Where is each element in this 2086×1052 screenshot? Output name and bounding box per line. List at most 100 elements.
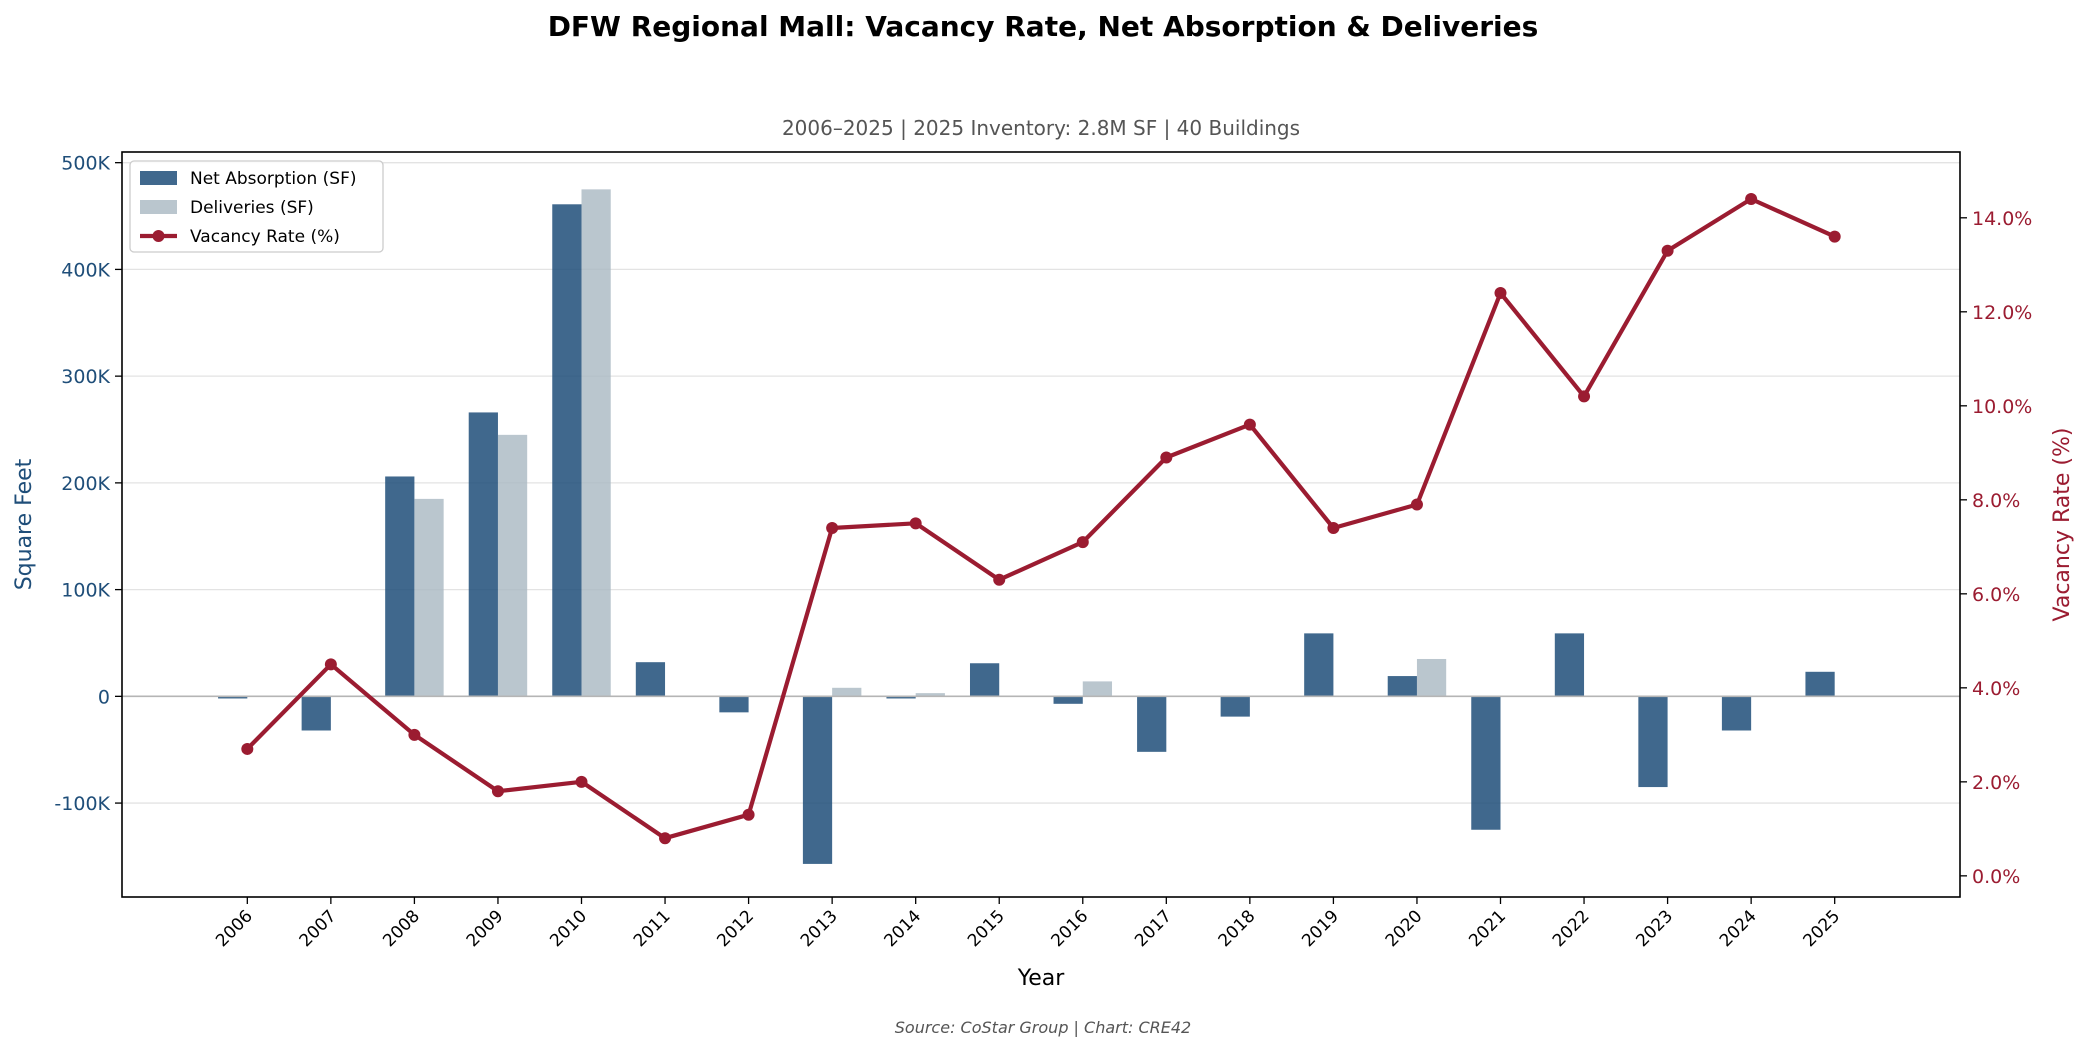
legend-label: Deliveries (SF) <box>190 198 314 218</box>
x-tick-label: 2012 <box>713 906 758 951</box>
vacancy-point <box>1243 418 1256 431</box>
vacancy-point <box>1745 193 1758 206</box>
vacancy-point <box>491 785 504 798</box>
grid-lines <box>122 162 1960 804</box>
y2-tick-label: 14.0% <box>1972 208 2032 230</box>
x-tick-label: 2011 <box>630 906 675 951</box>
vacancy-point <box>408 728 421 741</box>
y2-tick-label: 8.0% <box>1972 490 2020 512</box>
x-tick-label: 2025 <box>1799 906 1844 951</box>
absorption-bar <box>886 696 916 699</box>
absorption-bar <box>468 412 498 697</box>
deliveries-bar <box>497 434 528 697</box>
left-y-axis: -100K 0 100K 200K 300K 400K 500K <box>54 153 122 815</box>
absorption-bar <box>1220 696 1250 717</box>
vacancy-point <box>575 775 588 788</box>
y2-axis-label: Vacancy Rate (%) <box>2050 428 2075 622</box>
deliveries-bar <box>832 687 862 697</box>
absorption-bar <box>1053 696 1083 704</box>
vacancy-line-path <box>245 196 1836 841</box>
absorption-bar <box>385 476 415 697</box>
legend: Net Absorption (SF) Deliveries (SF) Vacanc… <box>129 160 384 253</box>
legend-box <box>129 160 384 253</box>
deliveries-bar <box>1416 658 1447 697</box>
absorption-bar <box>635 662 666 697</box>
y-tick-label: -100K <box>54 793 110 815</box>
x-tick-label: 2020 <box>1382 906 1427 951</box>
vacancy-point <box>909 517 922 530</box>
vacancy-point <box>241 742 254 755</box>
x-tick-label: 2008 <box>379 906 424 951</box>
x-tick-label: 2023 <box>1632 906 1677 951</box>
y2-tick-label: 4.0% <box>1972 678 2020 700</box>
deliveries-bar <box>581 189 611 697</box>
deliveries-bar <box>414 498 444 697</box>
vacancy-point <box>1410 498 1423 511</box>
x-axis-label: Year <box>1017 966 1066 991</box>
absorption-bar <box>301 696 331 731</box>
absorption-bar <box>1638 696 1668 788</box>
y2-tick-label: 12.0% <box>1972 302 2032 324</box>
x-axis: 2006 2007 2008 2009 2010 2011 2012 2013 2014 2015… <box>212 897 1844 951</box>
deliveries-bar <box>915 693 945 697</box>
x-tick-label: 2021 <box>1465 906 1510 951</box>
plot-frame <box>121 151 1961 898</box>
vacancy-line <box>241 193 1841 845</box>
x-tick-label: 2016 <box>1048 906 1093 951</box>
chart-title: DFW Regional Mall: Vacancy Rate, Net Abs… <box>547 10 1539 43</box>
x-tick-label: 2017 <box>1131 906 1176 951</box>
y2-tick-label: 10.0% <box>1972 396 2032 418</box>
chart-subtitle: 2006–2025 | 2025 Inventory: 2.8M SF | 40… <box>781 116 1301 140</box>
vacancy-point <box>1578 390 1591 403</box>
legend-marker <box>152 230 165 242</box>
vacancy-point <box>324 658 337 671</box>
x-tick-label: 2013 <box>797 906 842 951</box>
deliveries-bar <box>1082 681 1113 697</box>
absorption-bar <box>1304 633 1334 697</box>
absorption-bar <box>1387 676 1417 697</box>
y-tick-label: 100K <box>61 580 110 602</box>
absorption-bar <box>1721 696 1752 731</box>
absorption-bar <box>1554 633 1585 697</box>
legend-label: Net Absorption (SF) <box>190 169 357 189</box>
absorption-bar <box>552 204 582 697</box>
y-tick-label: 500K <box>61 153 110 175</box>
x-tick-label: 2010 <box>546 906 591 951</box>
y2-tick-label: 6.0% <box>1972 584 2020 606</box>
x-tick-label: 2015 <box>964 906 1009 951</box>
vacancy-point <box>1076 536 1089 549</box>
y-tick-label: 200K <box>61 473 110 495</box>
vacancy-point <box>1160 451 1173 464</box>
absorption-bar <box>969 663 1000 697</box>
y-tick-label: 400K <box>61 259 110 281</box>
legend-swatch <box>140 171 177 185</box>
x-tick-label: 2018 <box>1215 906 1260 951</box>
y2-tick-label: 2.0% <box>1972 772 2020 794</box>
x-tick-label: 2014 <box>880 906 925 951</box>
x-tick-label: 2009 <box>463 906 508 951</box>
x-tick-label: 2022 <box>1549 906 1594 951</box>
x-tick-label: 2019 <box>1298 906 1343 951</box>
vacancy-point <box>1494 287 1507 300</box>
vacancy-point <box>826 522 839 535</box>
absorption-bar <box>218 696 248 699</box>
y-tick-label: 300K <box>61 366 110 388</box>
y-axis-label: Square Feet <box>12 458 37 590</box>
absorption-bar <box>802 696 833 864</box>
absorption-bar <box>719 696 749 713</box>
x-tick-label: 2006 <box>212 906 257 951</box>
absorption-bar <box>1137 696 1167 752</box>
y-tick-label: 0 <box>98 686 110 708</box>
x-tick-label: 2007 <box>296 906 341 951</box>
vacancy-point <box>742 808 755 821</box>
bars <box>218 189 1835 864</box>
vacancy-point <box>993 573 1006 586</box>
vacancy-point <box>1661 244 1674 257</box>
absorption-bar <box>1805 671 1835 697</box>
right-y-axis: 0.0% 2.0% 4.0% 6.0% 8.0% 10.0% 12.0% 14.0% <box>1960 208 2032 888</box>
absorption-bar <box>1471 696 1501 830</box>
y2-tick-label: 0.0% <box>1972 866 2020 888</box>
legend-swatch <box>140 200 177 214</box>
vacancy-point <box>659 832 672 845</box>
